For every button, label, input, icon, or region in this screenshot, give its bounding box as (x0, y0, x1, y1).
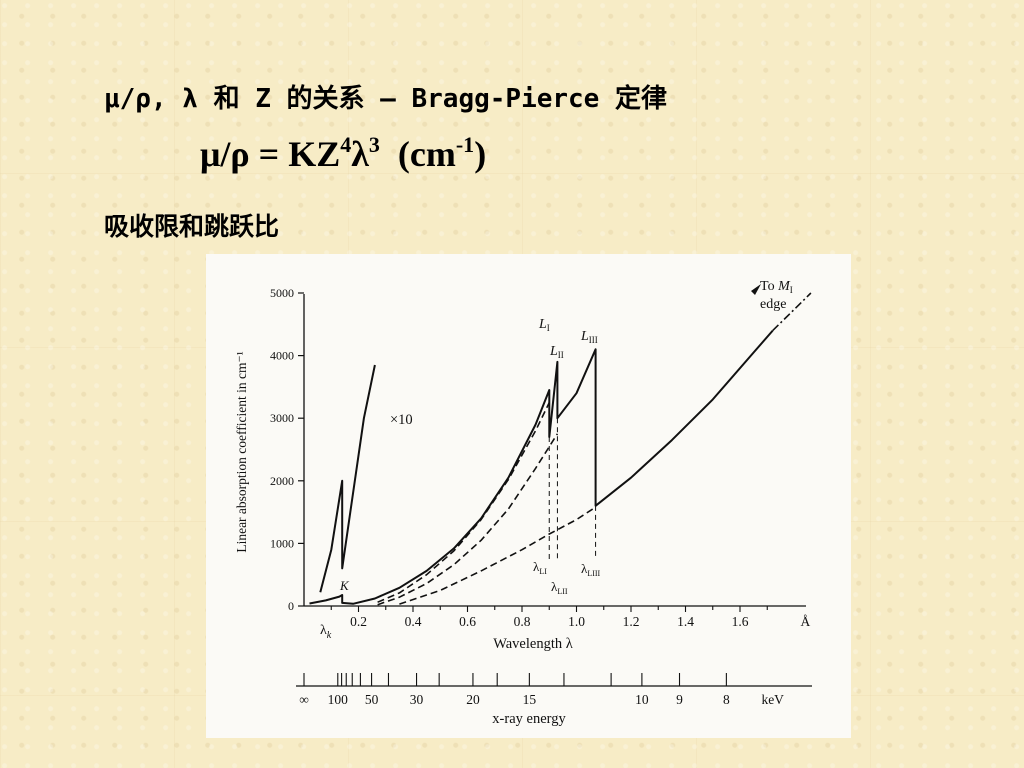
l1-sub: I (547, 323, 550, 333)
series-line-6 (772, 292, 812, 332)
l2-symbol: L (549, 344, 558, 359)
x-tick-label: 1.0 (568, 614, 585, 629)
slide-heading: μ/ρ, λ 和 Z 的关系 – Bragg-Pierce 定律 (104, 84, 667, 114)
l1-symbol: L (538, 317, 547, 332)
times-ten-label: ×10 (390, 412, 413, 428)
l1-edge-label: LI (538, 317, 550, 333)
series-line-2 (319, 364, 376, 593)
formula-lambda: λ (351, 134, 369, 174)
to-m-symbol: M (777, 279, 791, 294)
energy-tick-label: 8 (723, 692, 730, 707)
series-line-1 (309, 329, 774, 605)
formula-unit-close: ) (474, 134, 487, 174)
y-tick-label: 5000 (270, 286, 294, 300)
energy-tick-label: 50 (365, 692, 379, 707)
series-line-4 (377, 433, 559, 606)
lambda-l2-label: λLII (551, 579, 568, 596)
energy-ticks (303, 673, 727, 686)
l2-sub: II (558, 350, 564, 360)
formula-main: μ/ρ = KZ (200, 134, 341, 174)
y-axis: 0 1000 2000 3000 4000 5000 (270, 286, 305, 613)
l2-edge-label: LII (549, 344, 564, 360)
lambda-l2-sub: LII (557, 587, 568, 596)
lambda-k-label: λk (320, 623, 332, 641)
x-axis: 0.2 0.4 0.6 0.8 1.0 1.2 1.4 1.6 Å (304, 605, 811, 629)
series-line-5 (399, 506, 597, 605)
lambda-k-symbol: λ (320, 623, 327, 638)
lambda-k-sub: k (327, 630, 332, 641)
x-tick-label: 0.6 (459, 614, 476, 629)
energy-axis-label: x-ray energy (492, 711, 566, 727)
y-axis-label: Linear absorption coefficient in cm⁻¹ (234, 351, 249, 552)
lambda-l1-label: λLI (533, 559, 547, 576)
energy-tick-label: 9 (676, 692, 683, 707)
to-m-sub: I (790, 285, 793, 295)
energy-tick-label: 20 (466, 692, 480, 707)
energy-tick-label: 10 (635, 692, 649, 707)
l3-sub: III (589, 335, 598, 345)
formula-unit-open: (cm (379, 134, 456, 174)
l3-edge-label: LIII (580, 329, 598, 345)
lambda-l2-symbol: λ (551, 579, 558, 594)
formula-unit-exponent: -1 (455, 132, 475, 157)
y-tick-label: 3000 (270, 411, 294, 425)
lambda-l1-symbol: λ (533, 559, 540, 574)
formula-lambda-exponent: 3 (368, 132, 380, 157)
x-tick-label: Å (801, 614, 811, 629)
x-tick-label: 1.6 (732, 614, 749, 629)
bragg-pierce-formula: μ/ρ = KZ4λ3 (cm-1) (200, 132, 486, 175)
to-m-prefix: To (760, 279, 778, 294)
absorption-chart-figure: 0 1000 2000 3000 4000 5000 0.2 0.4 0.6 0.8 1.0 1.2… (206, 254, 851, 738)
l3-symbol: L (580, 329, 589, 344)
x-tick-label: 1.2 (623, 614, 640, 629)
chart-annotations: K λk ×10 LI LII LIII λLI λLII λLIII To M… (320, 279, 793, 641)
series-line-3 (377, 402, 551, 603)
lambda-l1-sub: LI (539, 567, 547, 576)
energy-tick-label: 100 (328, 692, 349, 707)
to-m-edge-label-line1: To MI (760, 279, 793, 295)
x-axis-label: Wavelength λ (493, 636, 573, 652)
x-tick-label: 1.4 (677, 614, 694, 629)
lambda-l3-sub: LIII (587, 569, 600, 578)
x-tick-label: 0.4 (405, 614, 422, 629)
energy-tick-label: keV (761, 692, 784, 707)
lambda-l3-symbol: λ (581, 561, 588, 576)
plot-lines (309, 292, 812, 606)
k-edge-label: K (339, 578, 350, 593)
x-tick-label: 0.2 (350, 614, 367, 629)
y-tick-label: 2000 (270, 474, 294, 488)
slide-subheading: 吸收限和跳跃比 (104, 212, 280, 241)
x-tick-label: 0.8 (514, 614, 531, 629)
formula-z-exponent: 4 (340, 132, 352, 157)
energy-tick-label: 30 (410, 692, 424, 707)
y-tick-label: 4000 (270, 349, 294, 363)
lambda-l3-label: λLIII (581, 561, 601, 578)
arrowhead-icon (751, 284, 761, 295)
energy-axis: ∞ 100 50 30 20 15 10 9 8 keV x-ray energy (296, 673, 812, 727)
energy-tick-label: 15 (523, 692, 537, 707)
y-tick-label: 1000 (270, 536, 294, 550)
energy-tick-label: ∞ (299, 692, 309, 707)
absorption-chart: 0 1000 2000 3000 4000 5000 0.2 0.4 0.6 0.8 1.0 1.2… (234, 279, 812, 727)
energy-labels: ∞ 100 50 30 20 15 10 9 8 keV (299, 692, 784, 707)
to-m-edge-label-line2: edge (760, 297, 786, 312)
y-tick-label: 0 (288, 599, 294, 613)
